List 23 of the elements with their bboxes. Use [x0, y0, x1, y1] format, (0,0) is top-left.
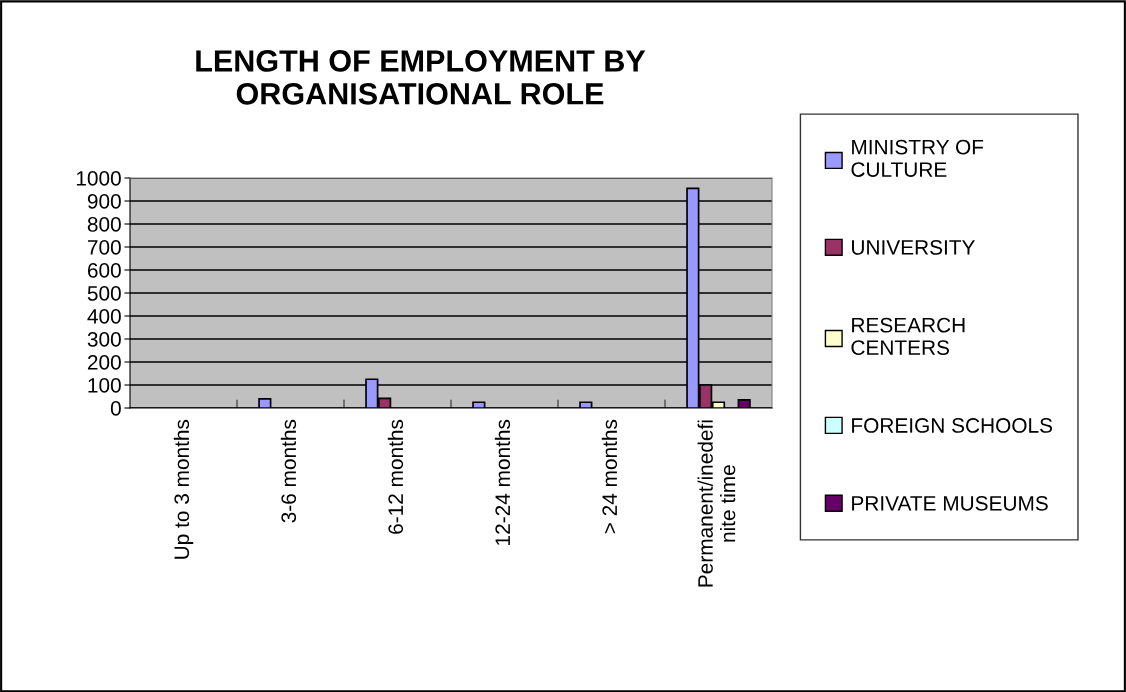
legend-label: UNIVERSITY — [852, 240, 975, 255]
y-tick-label: 900 — [87, 194, 121, 209]
y-tick-label: 1000 — [76, 171, 121, 186]
y-tick-label: 0 — [110, 401, 121, 416]
y-tick-label: 400 — [87, 309, 121, 324]
x-tick-label: 6-12 months — [387, 419, 404, 534]
chart-title: LENGTH OF EMPLOYMENT BY ORGANISATIONAL ROLE — [196, 50, 646, 105]
x-tick-label: 3-6 months — [280, 419, 297, 523]
y-tick-label: 700 — [87, 240, 121, 255]
y-tick-label: 800 — [87, 217, 121, 232]
y-tick-label: 500 — [87, 286, 121, 301]
x-tick-label: Permanent/inedefi nite time — [697, 420, 736, 587]
y-tick-label: 600 — [87, 263, 121, 278]
y-tick-label: 100 — [88, 378, 121, 393]
x-tick-label: > 24 months — [601, 419, 618, 534]
legend-label: PRIVATE MUSEUMS — [852, 495, 1048, 511]
x-tick-label: 12-24 months — [494, 419, 511, 545]
legend-label: FOREIGN SCHOOLS — [852, 418, 1053, 433]
y-tick-label: 200 — [87, 355, 121, 370]
x-tick-label: Up to 3 months — [173, 419, 194, 559]
legend-label: MINISTRY OF CULTURE — [851, 139, 984, 177]
legend-label: RESEARCH CENTERS — [851, 317, 965, 355]
y-tick-label: 300 — [87, 332, 121, 347]
